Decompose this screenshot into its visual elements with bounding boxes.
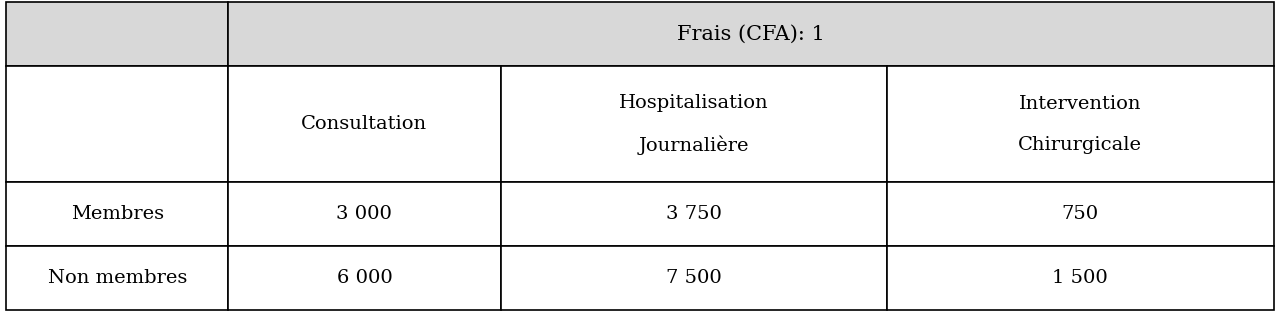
Bar — [228, 66, 500, 182]
Text: Consultation: Consultation — [301, 115, 428, 133]
Text: Frais (CFA): 1: Frais (CFA): 1 — [677, 25, 824, 43]
Text: Hospitalisation

Journalière: Hospitalisation Journalière — [620, 94, 769, 155]
Text: 6 000: 6 000 — [337, 269, 392, 287]
Bar — [6, 66, 228, 182]
Text: 750: 750 — [1062, 205, 1100, 223]
Bar — [887, 182, 1274, 246]
Bar — [500, 246, 887, 310]
Bar — [6, 182, 228, 246]
Bar — [228, 2, 1274, 66]
Bar — [6, 2, 228, 66]
Bar — [887, 246, 1274, 310]
Bar — [500, 182, 887, 246]
Text: 1 500: 1 500 — [1052, 269, 1108, 287]
Bar — [500, 66, 887, 182]
Text: Membres: Membres — [70, 205, 164, 223]
Bar — [6, 246, 228, 310]
Bar — [887, 66, 1274, 182]
Text: 7 500: 7 500 — [666, 269, 722, 287]
Bar — [228, 246, 500, 310]
Text: Intervention

Chirurgicale: Intervention Chirurgicale — [1019, 95, 1142, 154]
Text: 3 750: 3 750 — [666, 205, 722, 223]
Text: Non membres: Non membres — [47, 269, 187, 287]
Bar — [228, 182, 500, 246]
Text: 3 000: 3 000 — [337, 205, 393, 223]
